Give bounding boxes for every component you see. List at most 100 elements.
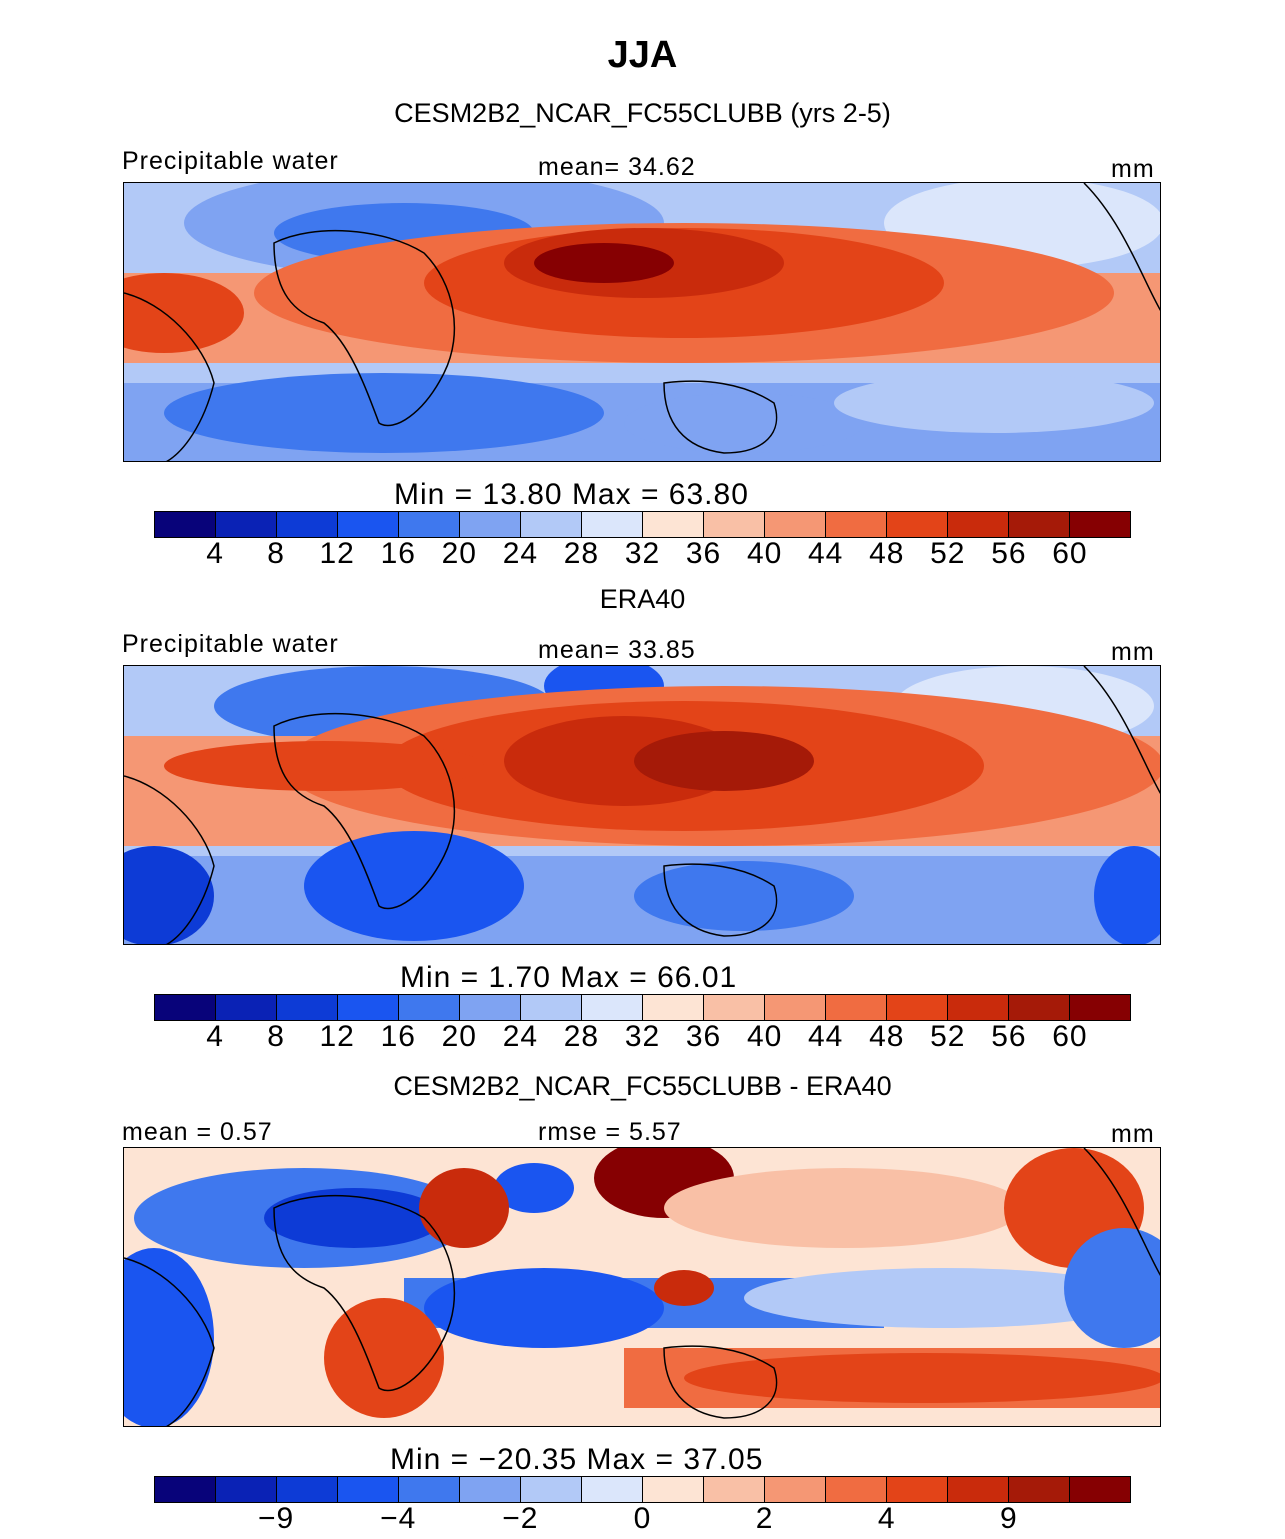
- colorbar-tick-label: 60: [1052, 1020, 1088, 1053]
- colorbar-swatch: [521, 995, 582, 1020]
- colorbar-tick-label: 24: [502, 537, 539, 570]
- colorbar-swatch: [399, 1477, 460, 1502]
- colorbar-swatch: [643, 995, 704, 1020]
- colorbar-tick-label: −2: [502, 1502, 539, 1535]
- panel-1-heading: CESM2B2_NCAR_FC55CLUBB (yrs 2-5): [394, 98, 891, 128]
- colorbar-swatch: [643, 512, 704, 537]
- colorbar-tick-label: 20: [441, 1020, 477, 1053]
- colorbar-tick-label: 9: [1000, 1502, 1018, 1535]
- panel-1-colorbar: [154, 511, 1131, 538]
- colorbar-tick-label: 32: [624, 537, 661, 570]
- colorbar-swatch: [887, 512, 948, 537]
- colorbar-swatch: [948, 995, 1009, 1020]
- colorbar-swatch: [1009, 995, 1070, 1020]
- colorbar-tick-label: 4: [206, 537, 224, 570]
- colorbar-tick-label: 36: [685, 537, 722, 570]
- colorbar-tick-label: 8: [267, 1020, 285, 1053]
- colorbar-swatch: [216, 512, 277, 537]
- colorbar-swatch: [277, 512, 338, 537]
- colorbar-swatch: [765, 995, 826, 1020]
- panel-1-map: [123, 182, 1161, 462]
- colorbar-swatch: [1070, 995, 1130, 1020]
- colorbar-tick-label: 28: [563, 1020, 600, 1053]
- panel-1-units-label: mm: [1111, 155, 1155, 183]
- colorbar-swatch: [216, 995, 277, 1020]
- colorbar-tick-label: 44: [808, 1020, 844, 1053]
- colorbar-tick-label: 48: [869, 1020, 905, 1053]
- panel-3-contour-field: [124, 1148, 1160, 1426]
- colorbar-tick-label: 4: [877, 1502, 896, 1535]
- panel-2-mean-label: mean= 33.85: [538, 636, 696, 664]
- colorbar-swatch: [704, 995, 765, 1020]
- panel-2-colorbar: [154, 994, 1131, 1021]
- panel-1-minmax: Min = 13.80 Max = 63.80: [394, 478, 749, 511]
- colorbar-tick-label: −4: [380, 1502, 417, 1535]
- colorbar-swatch: [887, 995, 948, 1020]
- panel-1-mean-label: mean= 34.62: [538, 153, 696, 181]
- colorbar-swatch: [277, 1477, 338, 1502]
- colorbar-tick-label: 4: [206, 1020, 224, 1053]
- colorbar-swatch: [1009, 1477, 1070, 1502]
- colorbar-swatch: [460, 512, 521, 537]
- colorbar-swatch: [399, 512, 460, 537]
- colorbar-swatch: [826, 1477, 887, 1502]
- panel-3-units-label: mm: [1111, 1120, 1155, 1148]
- colorbar-swatch: [704, 512, 765, 537]
- colorbar-swatch: [216, 1477, 277, 1502]
- panel-2-units-label: mm: [1111, 638, 1155, 666]
- colorbar-swatch: [155, 995, 216, 1020]
- colorbar-tick-label: 12: [319, 537, 355, 570]
- panel-3-colorbar: [154, 1476, 1131, 1503]
- colorbar-swatch: [704, 1477, 765, 1502]
- colorbar-swatch: [1009, 512, 1070, 537]
- colorbar-tick-label: 52: [930, 1020, 966, 1053]
- panel-3-minmax: Min = −20.35 Max = 37.05: [390, 1443, 764, 1476]
- panel-2-heading: ERA40: [599, 584, 686, 614]
- colorbar-swatch: [155, 512, 216, 537]
- colorbar-tick-label: 8: [267, 537, 285, 570]
- colorbar-tick-label: 16: [380, 537, 416, 570]
- colorbar-swatch: [1070, 1477, 1130, 1502]
- panel-3-mean-label: mean = 0.57: [122, 1118, 273, 1146]
- colorbar-tick-label: 12: [319, 1020, 355, 1053]
- colorbar-tick-label: 48: [869, 537, 905, 570]
- colorbar-tick-label: 40: [746, 537, 783, 570]
- colorbar-swatch: [582, 995, 643, 1020]
- colorbar-swatch: [582, 1477, 643, 1502]
- colorbar-tick-label: 56: [991, 1020, 1027, 1053]
- panel-2-map: [123, 665, 1161, 945]
- panel-3-map: [123, 1147, 1161, 1427]
- colorbar-tick-label: 24: [502, 1020, 539, 1053]
- colorbar-swatch: [460, 1477, 521, 1502]
- colorbar-swatch: [399, 995, 460, 1020]
- colorbar-swatch: [765, 512, 826, 537]
- colorbar-tick-label: 40: [746, 1020, 783, 1053]
- colorbar-tick-label: 36: [685, 1020, 722, 1053]
- panel-3-rmse-label: rmse = 5.57: [538, 1118, 682, 1146]
- colorbar-swatch: [277, 995, 338, 1020]
- colorbar-swatch: [826, 995, 887, 1020]
- colorbar-swatch: [338, 995, 399, 1020]
- colorbar-tick-label: 60: [1052, 537, 1088, 570]
- colorbar-swatch: [887, 1477, 948, 1502]
- colorbar-swatch: [948, 1477, 1009, 1502]
- colorbar-swatch: [643, 1477, 704, 1502]
- panel-2-variable-label: Precipitable water: [122, 630, 339, 658]
- colorbar-tick-label: 0: [633, 1502, 652, 1535]
- colorbar-swatch: [1070, 512, 1130, 537]
- panel-1-contour-field: [124, 183, 1160, 461]
- colorbar-tick-label: 2: [755, 1502, 774, 1535]
- colorbar-swatch: [521, 1477, 582, 1502]
- colorbar-tick-label: −9: [258, 1502, 295, 1535]
- colorbar-swatch: [521, 512, 582, 537]
- colorbar-tick-label: 28: [563, 537, 600, 570]
- colorbar-swatch: [826, 512, 887, 537]
- colorbar-tick-label: 32: [624, 1020, 661, 1053]
- panel-1-variable-label: Precipitable water: [122, 147, 339, 175]
- panel-2-contour-field: [124, 666, 1160, 944]
- colorbar-swatch: [338, 1477, 399, 1502]
- colorbar-tick-label: 52: [930, 537, 966, 570]
- colorbar-tick-label: 56: [991, 537, 1027, 570]
- colorbar-tick-label: 44: [808, 537, 844, 570]
- colorbar-tick-label: 20: [441, 537, 477, 570]
